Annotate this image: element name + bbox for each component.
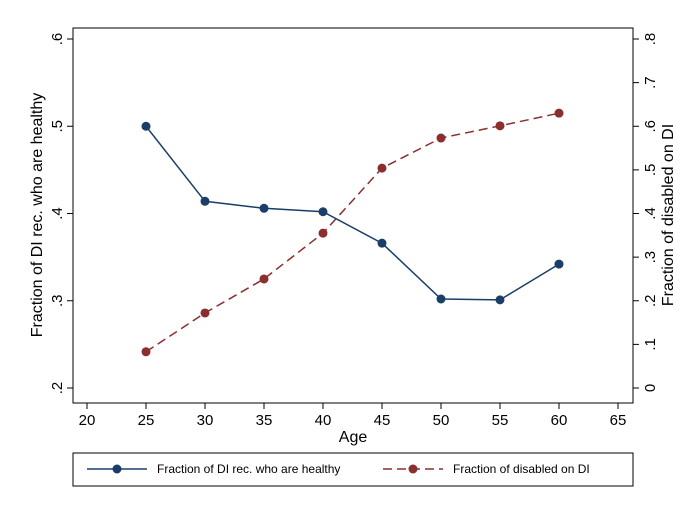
x-tick-label: 60	[551, 412, 568, 429]
y-right-tick-label: .1	[642, 338, 659, 351]
y-left-tick-label: .2	[49, 382, 66, 395]
x-tick-label: 25	[138, 412, 155, 429]
data-point-healthy	[495, 295, 505, 305]
legend-swatch-marker-disabled	[408, 464, 418, 474]
x-tick-label: 30	[197, 412, 214, 429]
data-point-disabled	[436, 133, 446, 143]
x-tick-label: 65	[610, 412, 627, 429]
data-point-healthy	[141, 121, 151, 131]
data-point-healthy	[200, 196, 210, 206]
data-point-healthy	[318, 207, 328, 217]
x-tick-label: 20	[79, 412, 96, 429]
data-point-healthy	[259, 203, 269, 213]
series-line-healthy	[145, 125, 560, 301]
data-point-disabled	[200, 308, 210, 318]
y-axis-left-label: Fraction of DI rec. who are healthy	[29, 93, 46, 338]
x-tick-label: 40	[315, 412, 332, 429]
y-right-tick-label: .4	[642, 207, 659, 220]
y-axis-right-label: Fraction of disabled on DI	[660, 124, 677, 306]
x-tick-label: 55	[492, 412, 509, 429]
y-right-tick-label: .6	[642, 120, 659, 133]
plot-frame	[72, 27, 634, 404]
y-right-tick-label: .5	[642, 164, 659, 177]
data-point-disabled	[259, 274, 269, 284]
y-left-tick-label: .6	[49, 33, 66, 46]
legend-swatch-marker-healthy	[112, 464, 122, 474]
y-right-tick-label: .3	[642, 251, 659, 264]
legend-label-disabled: Fraction of disabled on DI	[453, 462, 590, 476]
data-point-disabled	[554, 108, 564, 118]
data-point-healthy	[554, 259, 564, 269]
y-left-tick-label: .3	[49, 294, 66, 307]
series-group	[141, 108, 564, 357]
axes-group: 20 25 30 35 40 45 50 55 60 65 .2 .3 .4 .5 .6 0 .1 .2 .3 .4.…	[49, 33, 659, 429]
legend-box	[72, 452, 634, 487]
y-right-tick-label: .7	[642, 76, 659, 89]
x-tick-label: 50	[433, 412, 450, 429]
data-point-disabled	[141, 347, 151, 357]
legend: Fraction of DI rec. who are healthy Frac…	[72, 452, 634, 487]
data-point-disabled	[318, 228, 328, 238]
y-left-tick-label: .5	[49, 120, 66, 133]
data-point-disabled	[495, 121, 505, 131]
legend-label-healthy: Fraction of DI rec. who are healthy	[157, 462, 340, 476]
data-point-healthy	[377, 238, 387, 248]
data-point-healthy	[436, 294, 446, 304]
x-axis-label: Age	[339, 429, 368, 446]
y-right-tick-label: .2	[642, 294, 659, 307]
y-left-tick-label: .4	[49, 207, 66, 220]
data-point-disabled	[377, 163, 387, 173]
x-tick-label: 45	[374, 412, 391, 429]
series-line-disabled	[145, 112, 560, 353]
x-tick-label: 35	[256, 412, 273, 429]
y-right-tick-label: 0	[642, 384, 659, 392]
y-right-tick-label: .8	[642, 33, 659, 46]
